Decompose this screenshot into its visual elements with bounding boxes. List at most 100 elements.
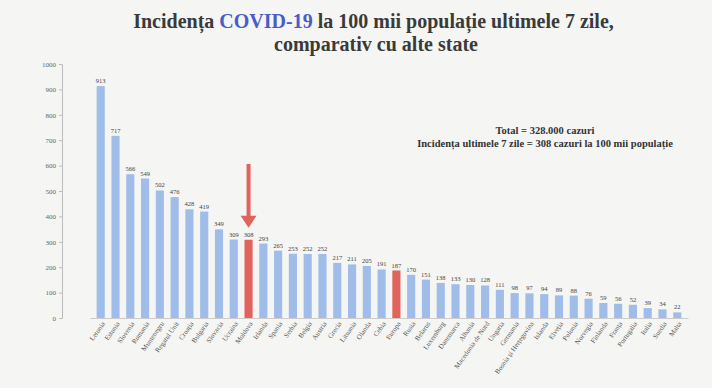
x-tick: Finlanda xyxy=(589,318,610,345)
x-tick: Danemarca xyxy=(437,318,462,351)
bar xyxy=(111,136,119,318)
data-label: 566 xyxy=(125,165,136,172)
data-label: 252 xyxy=(303,245,313,252)
y-tick: 800 xyxy=(46,112,63,120)
data-label: 39 xyxy=(644,299,651,306)
y-tick: 600 xyxy=(46,162,63,170)
data-label: 349 xyxy=(214,220,224,227)
bar xyxy=(156,190,164,318)
x-tick: Irlanda xyxy=(252,318,270,341)
y-tick: 100 xyxy=(46,289,63,297)
x-tick-label: Finlanda xyxy=(589,319,610,344)
data-label: 130 xyxy=(465,276,475,283)
x-tick-label: Bosnia și Herțegovina xyxy=(493,319,536,375)
y-tick: 400 xyxy=(46,213,63,221)
data-label: 88 xyxy=(571,287,578,294)
annotation: Total = 328.000 cazuri xyxy=(496,125,595,136)
bar xyxy=(658,309,666,318)
x-tick: Moldova xyxy=(234,318,256,346)
bar xyxy=(629,305,637,318)
data-label: 308 xyxy=(244,231,254,238)
bar xyxy=(333,263,341,318)
y-tick-mark xyxy=(59,267,62,268)
data-label: 309 xyxy=(229,231,239,238)
y-tick-mark xyxy=(59,64,62,65)
data-label: 138 xyxy=(436,274,446,281)
data-label: 52 xyxy=(630,296,637,303)
y-tick-mark xyxy=(59,318,62,319)
data-label: 56 xyxy=(615,295,622,302)
bar xyxy=(348,264,356,318)
data-label: 151 xyxy=(421,271,431,278)
bar xyxy=(126,174,134,318)
bar xyxy=(259,244,267,318)
arrow xyxy=(241,164,257,228)
y-tick-label: 600 xyxy=(46,162,57,170)
bar xyxy=(407,275,415,318)
y-tick-label: 100 xyxy=(46,289,57,297)
y-tick: 900 xyxy=(46,86,63,94)
bar xyxy=(481,285,489,318)
x-tick: Suedia xyxy=(651,318,669,340)
data-label: 22 xyxy=(674,303,681,310)
bar xyxy=(451,284,459,318)
y-tick: 300 xyxy=(46,239,63,247)
data-label: 34 xyxy=(659,300,666,307)
bar xyxy=(200,212,208,318)
x-tick-label: Lituania xyxy=(338,319,358,343)
chart: 01002003004005006007008009001000LetoniaE… xyxy=(0,0,712,388)
x-tick-label: Moldova xyxy=(234,319,256,345)
data-label: 89 xyxy=(556,286,563,293)
x-tick: Austria xyxy=(310,318,329,342)
title: Incidența COVID-19 la 100 mii populație … xyxy=(133,10,619,56)
bar xyxy=(525,293,533,318)
y-tick-mark xyxy=(59,242,62,243)
x-tick: Malta xyxy=(668,318,684,338)
data-label: 252 xyxy=(318,245,328,252)
data-label: 253 xyxy=(288,245,298,252)
x-tick: Olanda xyxy=(355,318,374,341)
x-tick-label: Malta xyxy=(668,319,684,338)
x-tick-label: Austria xyxy=(310,319,329,341)
data-label: 97 xyxy=(526,284,533,291)
y-tick-mark xyxy=(59,293,62,294)
data-label: 293 xyxy=(258,235,268,242)
bars xyxy=(97,86,682,318)
bar xyxy=(363,266,371,318)
x-tick-label: Spania xyxy=(267,319,285,340)
annotation: Incidența ultimele 7 zile = 308 cazuri l… xyxy=(417,138,673,150)
y-tick-mark xyxy=(59,140,62,141)
x-tick: Macedonia de Nord xyxy=(453,318,492,370)
data-label: 187 xyxy=(392,262,403,269)
x-tick-label: Olanda xyxy=(355,319,374,341)
x-tick-label: Macedonia de Nord xyxy=(453,320,492,371)
bar xyxy=(378,269,386,318)
data-label: 98 xyxy=(511,284,518,291)
y-tick: 0 xyxy=(53,315,63,323)
data-label: 502 xyxy=(155,181,165,188)
bar xyxy=(304,254,312,318)
x-axis-line xyxy=(91,318,689,319)
bar xyxy=(437,283,445,318)
data-label: 217 xyxy=(332,254,343,261)
data-labels: 9137175665495024764284193493093082932652… xyxy=(96,77,681,310)
arrow-shaft xyxy=(247,164,251,218)
bar xyxy=(496,290,504,318)
data-label: 476 xyxy=(170,188,181,195)
data-label: 419 xyxy=(199,203,209,210)
y-axis-line xyxy=(59,65,63,319)
background xyxy=(0,0,712,388)
data-label: 76 xyxy=(585,290,592,297)
bar xyxy=(673,312,681,318)
bar xyxy=(614,304,622,318)
y-tick: 500 xyxy=(46,188,63,196)
data-label: 717 xyxy=(111,127,122,134)
y-tick-label: 900 xyxy=(46,86,57,94)
data-label: 191 xyxy=(377,260,387,267)
y-axis: 01002003004005006007008009001000 xyxy=(42,61,63,323)
data-label: 128 xyxy=(480,276,490,283)
x-tick: Europa xyxy=(384,318,403,341)
y-tick-mark xyxy=(59,115,62,116)
data-label: 59 xyxy=(600,294,607,301)
arrow-head xyxy=(241,216,257,228)
